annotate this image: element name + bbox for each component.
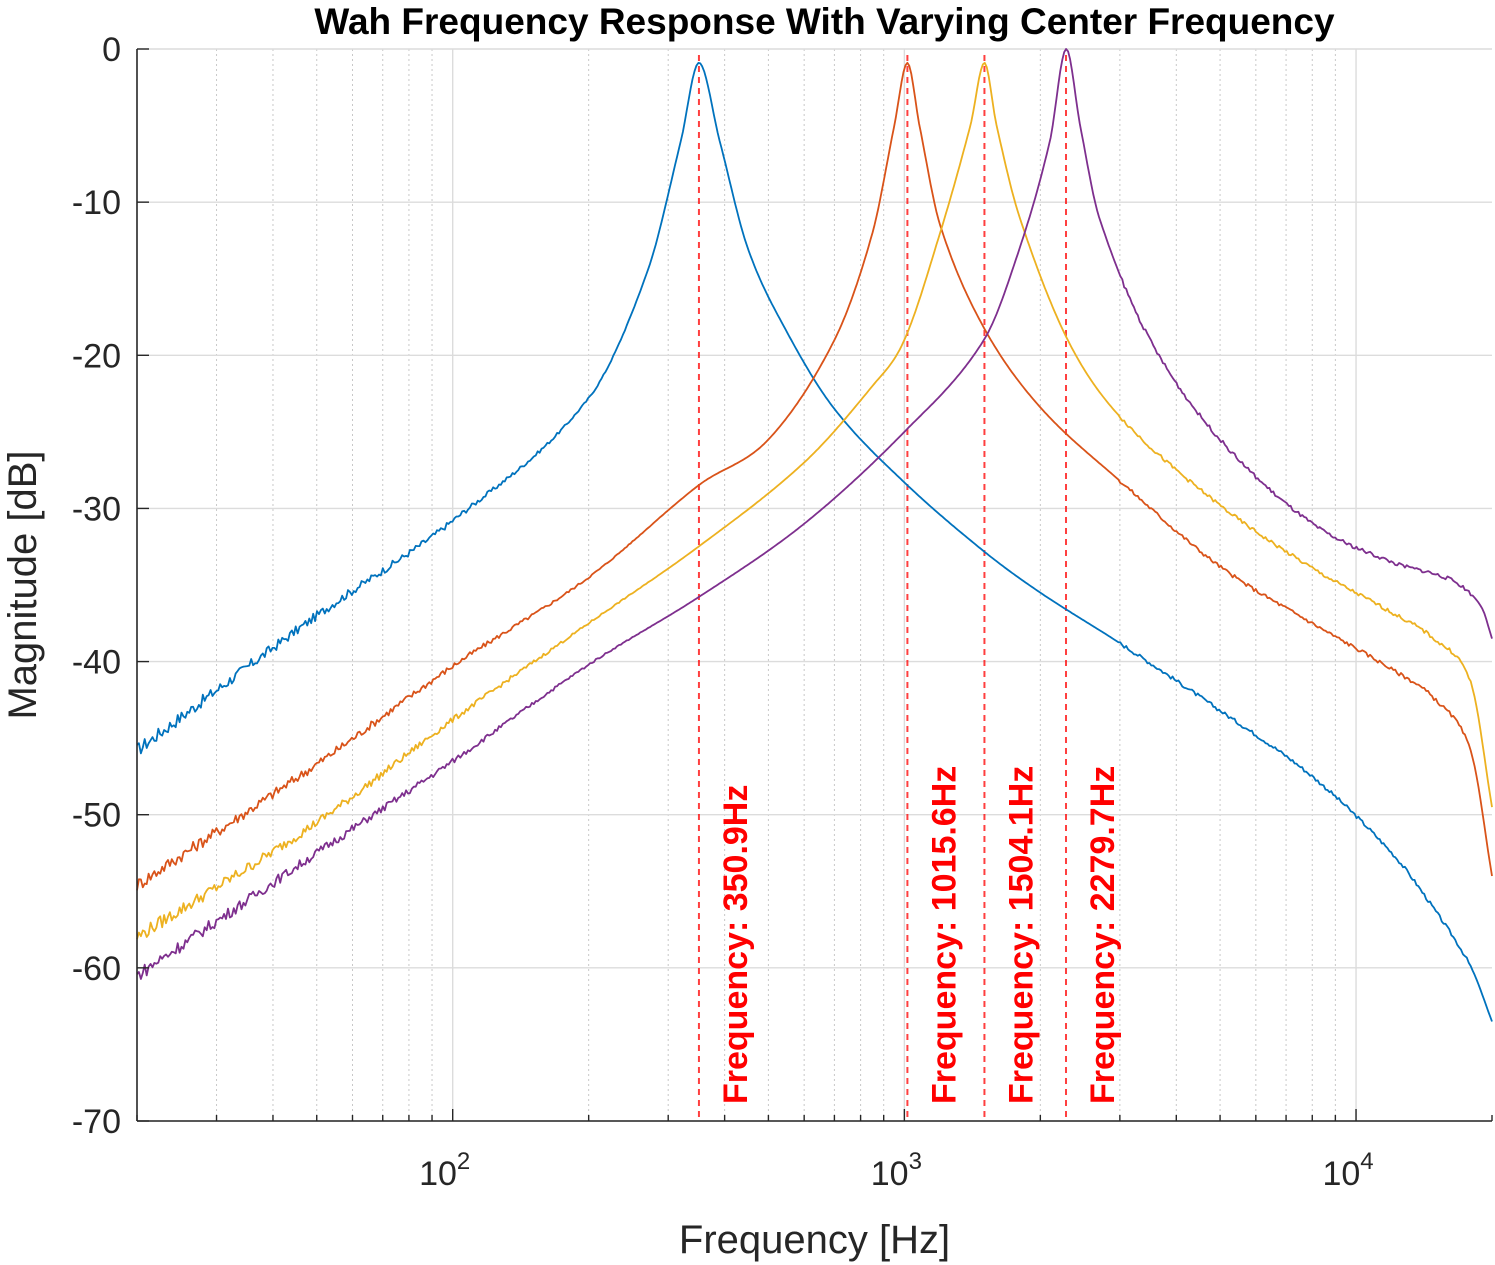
center-frequency-annotation: Frequency: 1504.1Hz xyxy=(1002,766,1040,1104)
x-tick-label: 102 xyxy=(419,1148,470,1193)
center-frequency-lines xyxy=(697,55,1068,1121)
tick-labels: 0 -10 -20 -30 -40 -50 -60 -70 102 103 104 xyxy=(72,31,1374,1193)
minor-grid xyxy=(216,49,1336,1121)
y-axis-label: Magnitude [dB] xyxy=(1,450,45,719)
y-tick-label: -40 xyxy=(72,644,121,682)
axes xyxy=(136,48,1493,1122)
series-line xyxy=(136,62,1493,940)
series-line xyxy=(136,61,1493,891)
center-frequency-annotation: Frequency: 1015.6Hz xyxy=(925,766,963,1104)
major-grid xyxy=(137,48,1492,1122)
plot-area xyxy=(137,49,1492,1121)
y-tick-label: -30 xyxy=(72,490,121,528)
center-frequency-annotation: Frequency: 2279.7Hz xyxy=(1084,766,1122,1104)
y-tick-label: -70 xyxy=(72,1103,121,1141)
y-tick-label: -60 xyxy=(72,950,121,988)
y-tick-label: -10 xyxy=(72,184,121,222)
series-line xyxy=(136,62,1493,1022)
y-tick-label: -50 xyxy=(72,797,121,835)
annotations: Frequency: 350.9Hz Frequency: 1015.6Hz Fre… xyxy=(717,766,1122,1104)
chart-title: Wah Frequency Response With Varying Cent… xyxy=(314,1,1335,42)
center-frequency-annotation: Frequency: 350.9Hz xyxy=(717,785,755,1104)
series-lines xyxy=(136,48,1493,1022)
x-axis-label: Frequency [Hz] xyxy=(679,1218,950,1262)
y-tick-label: 0 xyxy=(102,31,121,69)
y-tick-label: -20 xyxy=(72,337,121,375)
x-tick-label: 103 xyxy=(871,1148,922,1193)
x-tick-label: 104 xyxy=(1322,1148,1373,1193)
series-line xyxy=(136,48,1493,980)
